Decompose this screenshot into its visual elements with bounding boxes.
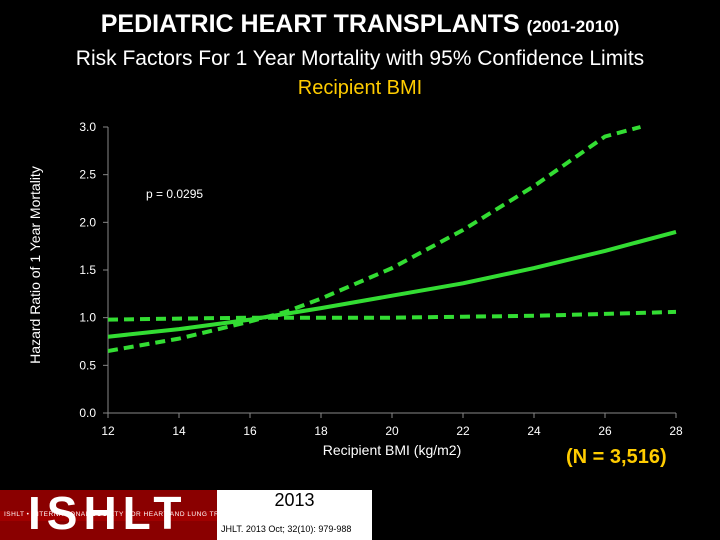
y-tick-label: 0.0: [79, 406, 96, 420]
hazard-ratio-line: [108, 229, 677, 339]
p-value-annotation: p = 0.0295: [146, 187, 203, 201]
x-tick-label: 26: [598, 424, 612, 438]
x-tick-label: 24: [527, 424, 541, 438]
x-tick-label: 12: [101, 424, 115, 438]
y-tick-label: 1.5: [79, 263, 96, 277]
chart-subtitle: Risk Factors For 1 Year Mortality with 9…: [75, 47, 645, 70]
citation: JHLT. 2013 Oct; 32(10): 979-988: [221, 524, 352, 534]
x-tick-label: 16: [243, 424, 257, 438]
y-tick-label: 2.0: [79, 215, 96, 229]
y-tick-label: 3.0: [79, 120, 96, 134]
y-tick-label: 0.5: [79, 358, 96, 372]
x-tick-label: 14: [172, 424, 186, 438]
logo-text: ISHLT: [28, 487, 188, 539]
sample-size: (N = 3,516): [566, 446, 667, 468]
logo-tagline: ISHLT • INTERNATIONAL SOCIETY FOR HEART …: [4, 511, 279, 518]
confidence-limit-line: [108, 309, 677, 322]
x-axis-title: Recipient BMI (kg/m2): [323, 442, 461, 458]
x-tick-label: 22: [456, 424, 470, 438]
y-tick-label: 1.0: [79, 311, 96, 325]
report-year: 2013: [274, 490, 315, 510]
y-tick-label: 2.5: [79, 168, 96, 182]
x-tick-label: 28: [669, 424, 683, 438]
x-tick-label: 20: [385, 424, 399, 438]
x-tick-label: 18: [314, 424, 328, 438]
y-axis-title: Hazard Ratio of 1 Year Mortality: [27, 166, 43, 364]
variable-label: Recipient BMI: [297, 77, 423, 99]
confidence-limit-line: [108, 125, 642, 353]
footer-banner: ISHLT ISHLT • INTERNATIONAL SOCIETY FOR …: [0, 487, 372, 540]
reference-box: 2013 JHLT. 2013 Oct; 32(10): 979-988: [217, 490, 372, 540]
page-title: PEDIATRIC HEART TRANSPLANTS (2001-2010): [100, 10, 620, 38]
